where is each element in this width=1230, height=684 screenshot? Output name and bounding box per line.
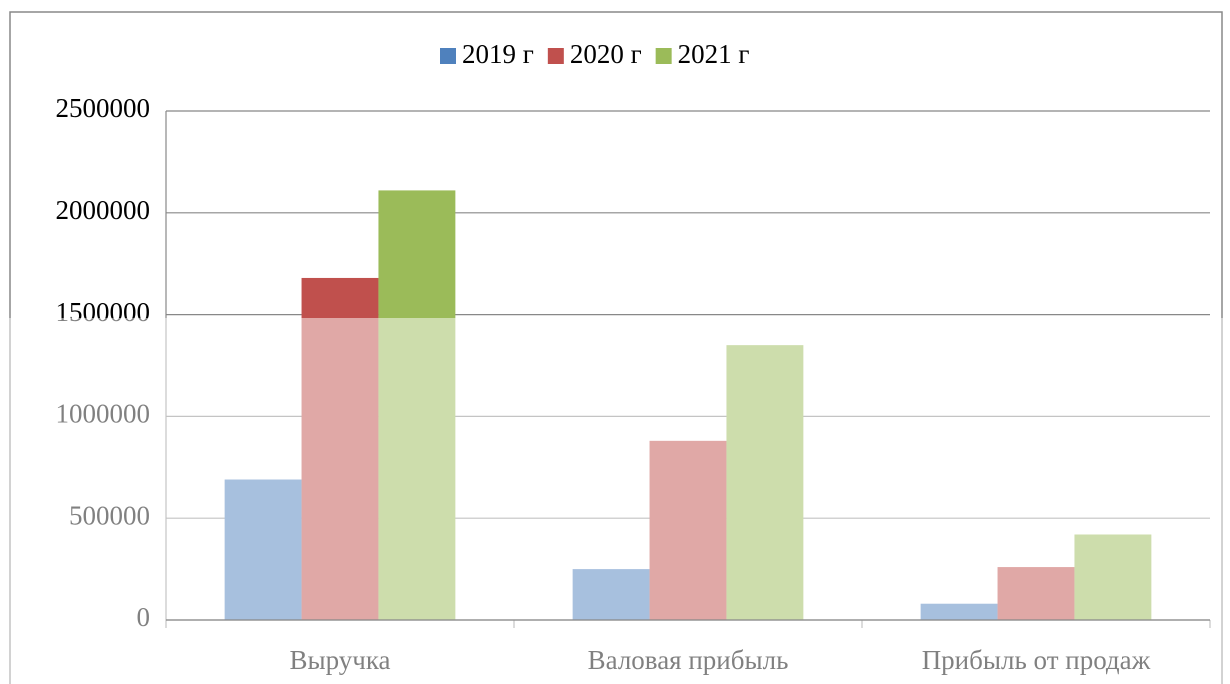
legend-label: 2019 г <box>462 39 534 69</box>
fade-overlay <box>0 318 1230 684</box>
legend-swatch <box>547 48 564 64</box>
y-tick-label: 2000000 <box>56 195 151 225</box>
legend-swatch <box>440 48 456 64</box>
y-tick-label: 2500000 <box>56 93 151 123</box>
legend-swatch <box>655 48 672 64</box>
legend-label: 2020 г <box>570 39 642 69</box>
legend-label: 2021 г <box>678 39 750 69</box>
